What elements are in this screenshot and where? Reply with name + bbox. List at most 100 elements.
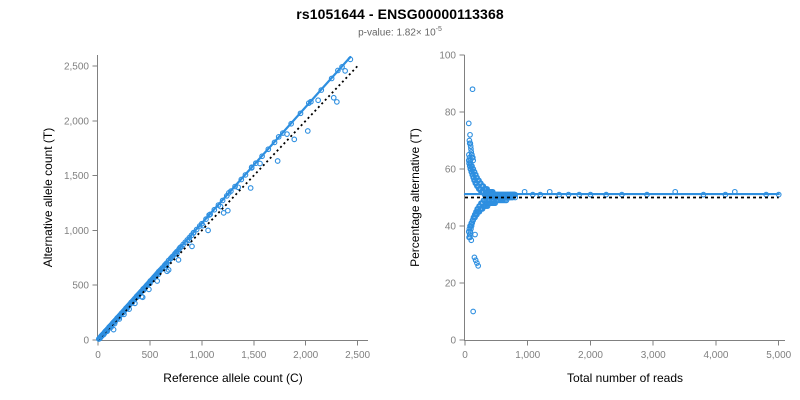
- fit-line: [96, 55, 352, 341]
- data-point: [470, 308, 477, 315]
- data-point: [474, 260, 480, 266]
- data-point: [217, 203, 224, 210]
- x-tick-label: 0: [95, 350, 101, 361]
- x-axis-title: Total number of reads: [567, 371, 683, 385]
- data-point: [466, 231, 473, 238]
- data-point: [164, 268, 170, 275]
- data-point: [190, 229, 197, 236]
- x-tick-label: 500: [142, 350, 159, 361]
- p-value-subtitle: p-value: 1.82× 10-5: [0, 26, 800, 38]
- y-axis-title: Percentage alternative (T): [408, 128, 422, 267]
- data-point: [224, 207, 231, 214]
- data-point: [165, 257, 172, 264]
- data-point: [339, 63, 345, 70]
- data-point: [467, 143, 474, 150]
- data-point: [175, 257, 182, 263]
- data-point: [247, 185, 254, 191]
- p-value-exponent: -5: [435, 26, 442, 33]
- data-point: [469, 217, 476, 224]
- data-point: [193, 226, 200, 233]
- reference-line: [97, 65, 359, 341]
- x-tick-label: 1,500: [241, 350, 266, 361]
- y-tick-label: 20: [445, 279, 457, 290]
- data-point: [274, 158, 281, 164]
- data-point: [257, 160, 263, 167]
- data-point: [265, 146, 272, 153]
- panel-percentage-panel: 0 20 40 60 80 100 0 1,000 2,000 3,000 4,000 5,000 To…: [408, 51, 792, 386]
- data-point: [471, 169, 478, 175]
- y-tick-label: 60: [445, 165, 457, 176]
- data-point: [468, 223, 475, 229]
- data-point: [305, 100, 312, 106]
- data-point: [334, 99, 340, 105]
- x-tick-label: 1,000: [189, 350, 214, 361]
- data-point: [467, 228, 474, 235]
- data-point: [469, 86, 476, 93]
- data-point: [165, 267, 172, 273]
- page-title: rs1051644 - ENSG00000113368: [296, 6, 504, 22]
- y-tick-label: 2,500: [64, 61, 89, 72]
- data-point: [162, 261, 169, 268]
- data-point: [330, 94, 337, 101]
- y-axis-title: Alternative allele count (T): [41, 128, 55, 267]
- y-tick-label: 100: [439, 51, 456, 62]
- data-point: [468, 166, 474, 172]
- data-point: [315, 97, 322, 104]
- panel-allele-count-panel: 0 500 1,000 1,500 2,000 2,500 0 500 1,000 1,500 2,…: [41, 55, 371, 385]
- data-point: [469, 169, 475, 175]
- data-point: [466, 154, 473, 161]
- data-point: [472, 231, 478, 238]
- data-point: [466, 151, 472, 158]
- data-point: [467, 140, 474, 147]
- data-point: [472, 257, 479, 264]
- data-points: [465, 86, 782, 315]
- data-point: [238, 176, 245, 183]
- data-point: [297, 110, 304, 117]
- data-point: [469, 220, 476, 226]
- data-point: [466, 137, 473, 144]
- data-point: [154, 278, 161, 284]
- x-tick-label: 2,000: [293, 350, 318, 361]
- data-point: [242, 172, 249, 178]
- data-point: [318, 87, 325, 93]
- data-point: [271, 139, 278, 146]
- data-point: [226, 190, 232, 196]
- data-point: [203, 216, 209, 222]
- data-point: [248, 164, 255, 171]
- data-point: [472, 171, 479, 178]
- x-tick-label: 0: [462, 350, 468, 361]
- data-point: [235, 184, 242, 191]
- data-point: [469, 163, 475, 169]
- data-point: [155, 268, 162, 275]
- x-tick-label: 2,000: [578, 350, 603, 361]
- data-point: [342, 68, 349, 74]
- data-point: [291, 136, 298, 143]
- data-point: [467, 160, 474, 167]
- y-tick-label: 40: [445, 222, 457, 233]
- data-point: [465, 120, 472, 127]
- data-point: [206, 212, 212, 218]
- data-point: [211, 206, 218, 213]
- data-point: [219, 197, 226, 204]
- data-point: [468, 237, 475, 244]
- data-point: [335, 67, 341, 74]
- data-point: [177, 244, 183, 251]
- data-point: [475, 263, 482, 269]
- data-point: [110, 326, 117, 333]
- y-tick-label: 1,500: [64, 171, 89, 182]
- y-tick-label: 1,000: [64, 226, 89, 237]
- data-point: [259, 153, 265, 160]
- y-tick-label: 0: [83, 336, 89, 347]
- x-tick-label: 4,000: [703, 350, 728, 361]
- data-point: [467, 157, 474, 164]
- data-point: [471, 254, 478, 261]
- y-tick-label: 0: [450, 336, 456, 347]
- data-point: [139, 294, 146, 301]
- x-tick-label: 1,000: [515, 350, 540, 361]
- y-tick-label: 500: [72, 281, 89, 292]
- data-point: [470, 166, 477, 172]
- data-point: [468, 146, 474, 152]
- data-point: [189, 243, 195, 250]
